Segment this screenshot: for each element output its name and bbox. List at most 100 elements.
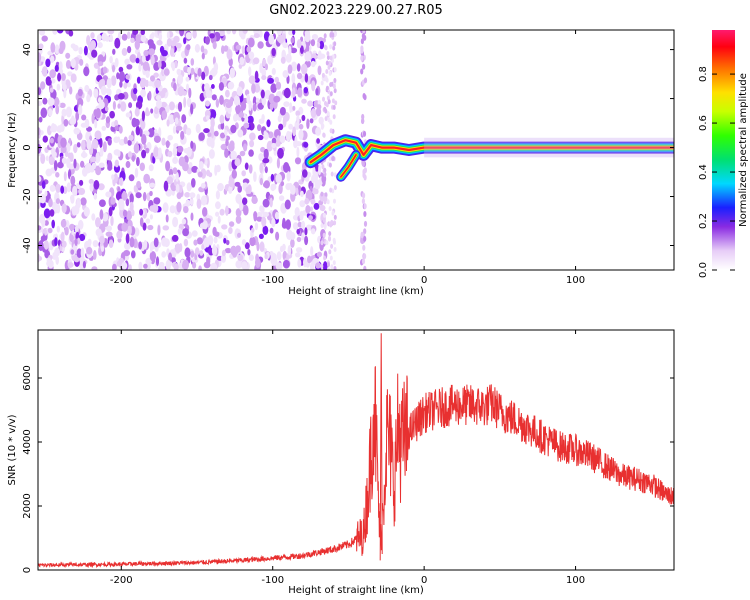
noise-speckle (107, 152, 113, 162)
signal-track-line (309, 139, 674, 164)
noise-speckle (153, 72, 159, 78)
noise-speckle (333, 220, 337, 226)
bottom-x-tick-label: 100 (566, 575, 585, 586)
noise-speckle (257, 124, 262, 132)
noise-speckle (133, 143, 140, 154)
noise-speckle (273, 253, 277, 265)
noise-speckle (277, 34, 285, 44)
noise-speckle (161, 50, 168, 57)
noise-speckle (329, 187, 333, 193)
noise-speckle (205, 36, 210, 45)
noise-speckle (41, 217, 46, 228)
noise-speckle (311, 80, 316, 92)
noise-speckle (44, 229, 48, 236)
noise-speckle (248, 66, 252, 77)
noise-speckle (191, 230, 198, 237)
noise-speckle (182, 228, 190, 237)
noise-speckle (182, 259, 190, 270)
noise-speckle (320, 121, 324, 127)
noise-speckle (80, 247, 85, 258)
noise-speckle (114, 159, 120, 168)
noise-speckle (287, 245, 292, 256)
noise-speckle (50, 42, 56, 53)
noise-speckle (197, 171, 203, 178)
noise-speckle (166, 119, 170, 127)
noise-speckle (113, 136, 120, 144)
noise-speckle (304, 31, 311, 43)
noise-speckle (361, 258, 366, 265)
colorbar-ticks: 0.0 0.2 0.4 0.6 0.8 (698, 66, 735, 278)
noise-speckle (241, 261, 248, 270)
noise-speckle (243, 143, 248, 152)
noise-speckle (286, 229, 293, 240)
noise-speckle (78, 233, 86, 242)
noise-speckle (60, 185, 65, 194)
noise-speckle (79, 58, 84, 66)
noise-speckle (315, 262, 321, 269)
noise-speckle (248, 254, 254, 261)
top-y-tick-label: -20 (22, 188, 33, 204)
noise-speckle (249, 139, 255, 148)
noise-speckle (48, 198, 53, 208)
noise-speckle (157, 225, 161, 236)
noise-speckle (219, 208, 225, 216)
noise-speckle (331, 98, 335, 104)
noise-speckle (127, 225, 132, 236)
noise-speckle (69, 86, 73, 95)
noise-speckle (323, 106, 327, 112)
noise-speckle (320, 240, 324, 246)
noise-speckle (319, 40, 325, 50)
noise-speckle (177, 101, 183, 112)
noise-speckle (70, 43, 76, 49)
noise-speckle (328, 60, 332, 66)
noise-speckle (38, 127, 41, 136)
noise-speckle (210, 117, 215, 129)
noise-speckle (301, 232, 305, 241)
noise-speckle (38, 176, 42, 182)
noise-speckle (170, 48, 175, 57)
noise-speckle (117, 93, 125, 100)
noise-speckle (251, 227, 255, 233)
noise-speckle (107, 88, 112, 97)
noise-speckle (47, 227, 53, 234)
noise-speckle (270, 83, 277, 94)
noise-speckle (271, 67, 276, 76)
top-x-tick-label: -200 (110, 275, 133, 286)
noise-speckle (279, 135, 286, 144)
noise-speckle (154, 106, 159, 115)
noise-speckle (262, 198, 270, 208)
noise-speckle (40, 153, 46, 164)
noise-speckle (38, 43, 44, 50)
noise-speckle (363, 265, 367, 270)
noise-speckle (95, 217, 101, 228)
noise-speckle (95, 165, 102, 176)
noise-speckle (56, 83, 61, 91)
noise-speckle (221, 224, 228, 230)
noise-speckle (47, 108, 53, 117)
noise-speckle (294, 157, 302, 165)
noise-speckle (156, 39, 163, 46)
noise-speckle (259, 241, 265, 252)
noise-speckle (97, 67, 102, 76)
noise-speckle (325, 69, 329, 74)
noise-speckle (157, 60, 162, 69)
noise-speckle (59, 102, 66, 109)
noise-speckle (290, 47, 298, 54)
noise-speckle (262, 157, 270, 164)
noise-speckle (90, 40, 96, 50)
noise-speckle (190, 250, 195, 258)
noise-speckle (77, 104, 83, 116)
top-x-tick-label: -100 (261, 275, 284, 286)
noise-speckle (205, 115, 210, 121)
noise-speckle (260, 89, 265, 99)
noise-speckle (231, 30, 237, 35)
noise-speckle (262, 225, 269, 235)
noise-speckle (299, 200, 306, 208)
noise-speckle (161, 110, 168, 120)
noise-speckle (43, 240, 49, 250)
noise-speckle (155, 256, 160, 267)
noise-speckle (167, 150, 173, 158)
noise-speckle (201, 52, 205, 60)
noise-speckle (123, 82, 128, 89)
bottom-y-tick-label: 6000 (22, 365, 33, 390)
